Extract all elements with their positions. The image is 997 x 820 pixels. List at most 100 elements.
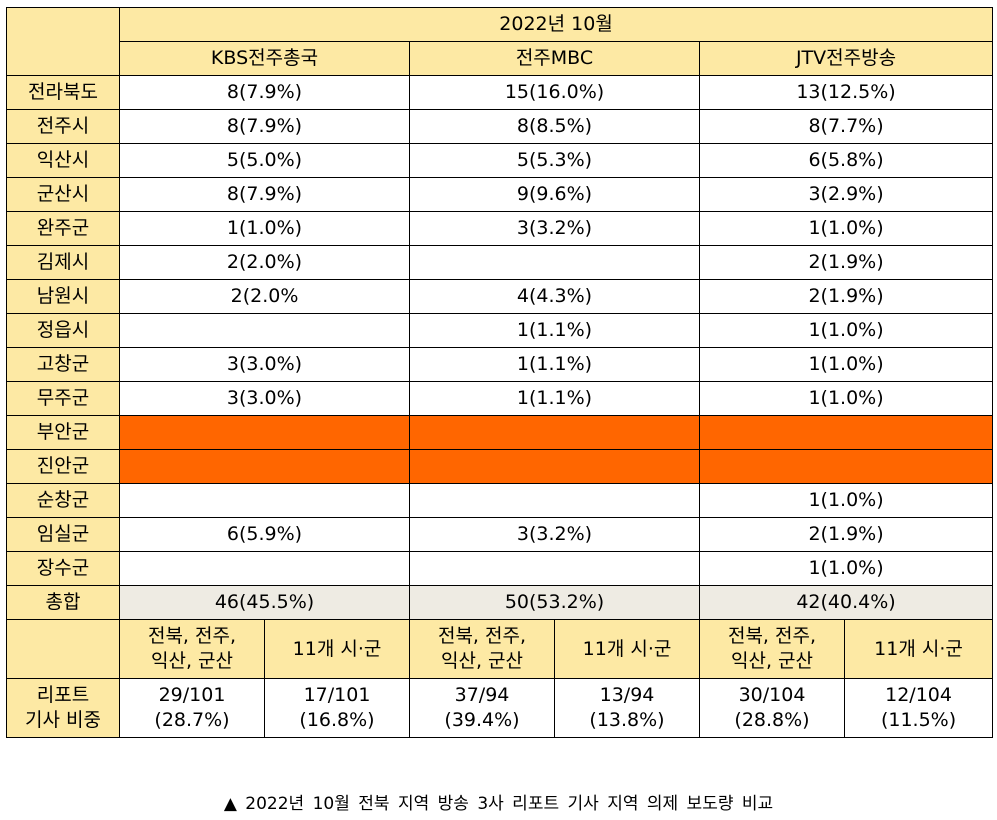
- table-row: 진안군: [6, 449, 994, 484]
- region-value-kbs: 3(3.0%): [119, 381, 410, 416]
- region-value-mbc: [409, 551, 700, 586]
- table-row: 군산시 8(7.9%) 9(9.6%) 3(2.9%): [6, 177, 994, 212]
- region-value-jtv: 1(1.0%): [698, 211, 994, 246]
- ratio-pct: (11.5%): [880, 709, 957, 731]
- total-label: 총합: [6, 585, 120, 620]
- region-name: 완주군: [6, 211, 120, 246]
- table-row: 익산시 5(5.0%) 5(5.3%) 6(5.8%): [6, 143, 994, 178]
- table-row: 전라북도 8(7.9%) 15(16.0%) 13(12.5%): [6, 75, 994, 110]
- region-name: 정읍시: [6, 313, 120, 348]
- jtv-major-header: 전북, 전주, 익산, 군산: [699, 619, 845, 679]
- ratio-label: 리포트 기사 비중: [6, 678, 120, 738]
- region-value-kbs: [119, 483, 410, 518]
- ratio-count: 12/104: [885, 684, 952, 707]
- coverage-table: 2022년 10월 KBS전주총국 전주MBC JTV전주방송 전라북도 8(7.…: [6, 7, 994, 738]
- region-name: 임실군: [6, 517, 120, 552]
- region-value-kbs: 3(3.0%): [119, 347, 410, 382]
- region-value-jtv: 2(1.9%): [698, 279, 994, 314]
- table-row: 정읍시 1(1.1%) 1(1.0%): [6, 313, 994, 348]
- ratio-jtv-major: 30/104 (28.8%): [699, 678, 845, 738]
- region-value-kbs: 8(7.9%): [119, 109, 410, 144]
- ratio-kbs-minor: 17/101 (16.8%): [264, 678, 410, 738]
- region-value-kbs: 2(2.0%: [119, 279, 410, 314]
- region-value-jtv: 6(5.8%): [698, 143, 994, 178]
- region-name: 김제시: [6, 245, 120, 280]
- major-line-1: 전북, 전주,: [147, 625, 237, 648]
- table-caption: ▲ 2022년 10월 전북 지역 방송 3사 리포트 기사 지역 의제 보도량…: [223, 794, 774, 814]
- region-value-mbc: 1(1.1%): [409, 381, 700, 416]
- kbs-major-header: 전북, 전주, 익산, 군산: [119, 619, 265, 679]
- table-row: 무주군 3(3.0%) 1(1.1%) 1(1.0%): [6, 381, 994, 416]
- ratio-count: 29/101: [158, 684, 226, 707]
- table-body: 2022년 10월 KBS전주총국 전주MBC JTV전주방송: [6, 7, 994, 76]
- region-name: 진안군: [6, 449, 120, 484]
- header-row-period: 2022년 10월: [6, 7, 994, 76]
- subheader-row: 전북, 전주, 익산, 군산 11개 시·군 전북, 전주, 익산, 군산 11개 …: [6, 619, 994, 679]
- region-value-mbc: 9(9.6%): [409, 177, 700, 212]
- region-value-mbc: [409, 449, 700, 484]
- region-value-kbs: [119, 551, 410, 586]
- region-value-mbc: 3(3.2%): [409, 211, 700, 246]
- region-value-jtv: 1(1.0%): [698, 483, 994, 518]
- region-value-kbs: 8(7.9%): [119, 75, 410, 110]
- table-row: 임실군 6(5.9%) 3(3.2%) 2(1.9%): [6, 517, 994, 552]
- period-header: 2022년 10월: [118, 7, 994, 42]
- region-name: 전주시: [6, 109, 120, 144]
- table-row: 부안군: [6, 415, 994, 450]
- header-row-stations: KBS전주총국 전주MBC JTV전주방송: [7, 41, 994, 76]
- region-value-kbs: [119, 313, 410, 348]
- region-value-kbs: 8(7.9%): [119, 177, 410, 212]
- region-name: 고창군: [6, 347, 120, 382]
- kbs-minor-header: 11개 시·군: [264, 619, 410, 679]
- table-row: 순창군 1(1.0%): [6, 483, 994, 518]
- region-name: 장수군: [6, 551, 120, 586]
- total-jtv: 42(40.4%): [698, 585, 994, 620]
- region-value-kbs: 2(2.0%): [119, 245, 410, 280]
- region-value-jtv: 13(12.5%): [698, 75, 994, 110]
- major-line-1: 전북, 전주,: [727, 625, 817, 648]
- region-name: 순창군: [6, 483, 120, 518]
- region-value-jtv: 1(1.0%): [698, 381, 994, 416]
- ratio-count: 13/94: [599, 684, 655, 707]
- region-value-kbs: [119, 415, 410, 450]
- ratio-pct: (13.8%): [589, 709, 665, 731]
- mbc-major-header: 전북, 전주, 익산, 군산: [409, 619, 555, 679]
- mbc-minor-header: 11개 시·군: [554, 619, 700, 679]
- ratio-pct: (39.4%): [444, 709, 520, 731]
- ratio-count: 37/94: [454, 684, 510, 707]
- ratio-pct: (16.8%): [299, 709, 375, 731]
- major-line-2: 익산, 군산: [731, 650, 813, 672]
- region-value-kbs: [119, 449, 410, 484]
- region-value-kbs: 5(5.0%): [119, 143, 410, 178]
- total-row: 총합 46(45.5%) 50(53.2%) 42(40.4%): [6, 585, 994, 620]
- region-value-jtv: 1(1.0%): [698, 551, 994, 586]
- region-name: 부안군: [6, 415, 120, 450]
- region-value-jtv: 2(1.9%): [698, 517, 994, 552]
- region-value-mbc: 1(1.1%): [409, 313, 700, 348]
- station-header-jtv: JTV전주방송: [698, 41, 994, 76]
- table-row: 전주시 8(7.9%) 8(8.5%) 8(7.7%): [6, 109, 994, 144]
- region-value-jtv: 1(1.0%): [698, 313, 994, 348]
- region-value-jtv: 3(2.9%): [698, 177, 994, 212]
- major-line-1: 전북, 전주,: [437, 625, 527, 648]
- region-value-jtv: 1(1.0%): [698, 347, 994, 382]
- ratio-pct: (28.8%): [734, 709, 810, 731]
- total-mbc: 50(53.2%): [409, 585, 700, 620]
- region-value-kbs: 1(1.0%): [119, 211, 410, 246]
- region-name: 익산시: [6, 143, 120, 178]
- ratio-jtv-minor: 12/104 (11.5%): [843, 678, 994, 738]
- region-value-mbc: [409, 415, 700, 450]
- ratio-row: 리포트 기사 비중 29/101 (28.7%) 17/101 (16.8%) 37/…: [6, 678, 994, 738]
- ratio-pct: (28.7%): [154, 709, 230, 731]
- ratio-kbs-major: 29/101 (28.7%): [119, 678, 265, 738]
- jtv-minor-header: 11개 시·군: [843, 619, 994, 679]
- region-value-jtv: 2(1.9%): [698, 245, 994, 280]
- major-line-2: 익산, 군산: [151, 650, 233, 672]
- region-value-mbc: 1(1.1%): [409, 347, 700, 382]
- total-kbs: 46(45.5%): [119, 585, 410, 620]
- region-value-mbc: 15(16.0%): [409, 75, 700, 110]
- ratio-label-line-1: 리포트: [36, 684, 90, 707]
- ratio-count: 17/101: [303, 684, 371, 707]
- region-value-mbc: 8(8.5%): [409, 109, 700, 144]
- region-rows: 전라북도 8(7.9%) 15(16.0%) 13(12.5%) 전주시 8(7.9%) 8…: [6, 75, 994, 586]
